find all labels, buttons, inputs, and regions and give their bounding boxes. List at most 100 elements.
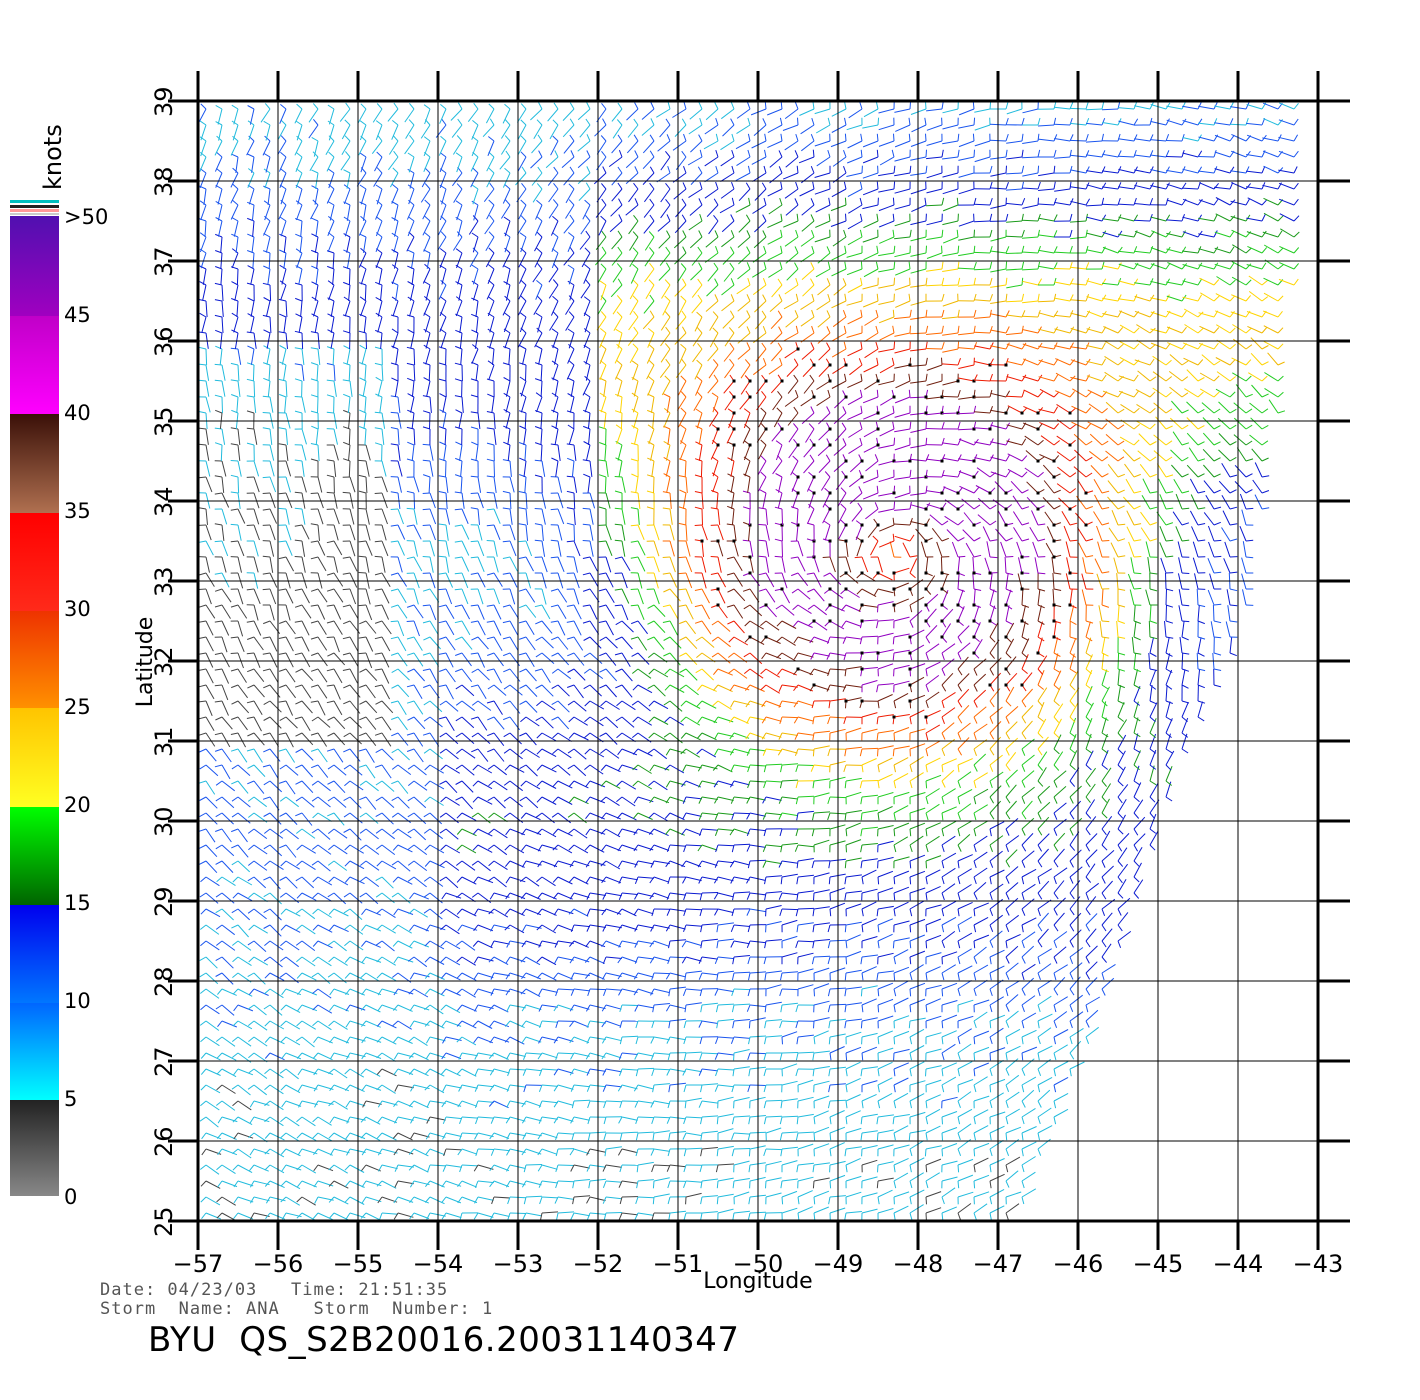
wind-barb	[730, 764, 750, 772]
wind-barb	[361, 956, 382, 964]
wind-barb	[893, 772, 909, 789]
wind-barb	[502, 588, 516, 605]
wind-barb	[342, 508, 355, 525]
wind-barb	[628, 214, 639, 235]
wind-barb	[908, 579, 924, 596]
wind-barb	[358, 330, 367, 350]
wind-barb	[813, 1206, 829, 1221]
wind-barb	[761, 652, 782, 660]
wind-barb	[1069, 717, 1077, 738]
wind-barb	[294, 684, 312, 699]
wind-barb	[537, 1148, 558, 1156]
wind-barb	[1069, 785, 1082, 804]
wind-barb	[343, 345, 351, 365]
wind-barb	[422, 215, 431, 236]
wind-barb	[500, 135, 511, 155]
wind-barb	[700, 1002, 718, 1013]
wind-barb	[665, 972, 686, 980]
wind-barb	[538, 1116, 558, 1124]
wind-barb	[663, 440, 671, 461]
wind-barb	[829, 1110, 845, 1125]
wind-barb	[1021, 181, 1041, 190]
wind-barb	[567, 280, 575, 301]
wind-barb	[1053, 802, 1067, 820]
wind-barb	[582, 556, 598, 572]
wind-barb	[470, 716, 488, 731]
wind-barb	[439, 732, 459, 745]
wind-barb	[793, 667, 814, 676]
wind-barb	[1085, 996, 1101, 1013]
wind-barb	[504, 924, 525, 934]
wind-barb	[294, 652, 311, 668]
wind-barb	[376, 1036, 397, 1045]
wind-barb	[264, 1084, 284, 1095]
wind-barb	[1094, 494, 1110, 510]
wind-barb	[263, 200, 271, 221]
wind-barb	[472, 844, 493, 853]
wind-barb	[791, 472, 800, 492]
wind-barb	[442, 1116, 462, 1124]
wind-barb	[722, 118, 735, 137]
legend-unit: knots	[39, 124, 67, 190]
wind-barb	[720, 133, 735, 151]
wind-barb	[797, 1190, 813, 1205]
wind-barb	[488, 1100, 509, 1109]
wind-barb	[198, 411, 208, 430]
wind-barb	[550, 443, 561, 461]
wind-barb	[295, 764, 313, 778]
wind-barb	[584, 716, 604, 727]
wind-barb	[942, 454, 962, 462]
wind-barb	[894, 133, 911, 148]
wind-barb	[536, 748, 557, 758]
wind-barb	[942, 197, 959, 212]
wind-barb	[1054, 149, 1072, 159]
wind-barb	[456, 876, 477, 885]
wind-barb	[862, 165, 879, 179]
wind-barb	[345, 1052, 366, 1060]
wind-barb	[407, 812, 427, 825]
wind-barb	[1107, 480, 1125, 494]
wind-barb	[646, 506, 655, 526]
wind-barb	[262, 362, 271, 382]
wind-barb	[471, 732, 491, 744]
wind-barb	[647, 441, 655, 461]
wind-barb	[619, 1164, 639, 1173]
wind-barb	[198, 572, 215, 587]
wind-barb	[1134, 198, 1154, 206]
wind-barb	[471, 636, 489, 650]
wind-barb	[925, 1032, 942, 1045]
wind-barb	[1279, 213, 1300, 222]
wind-barb	[262, 652, 278, 668]
wind-barb	[732, 1178, 750, 1189]
wind-barb	[941, 658, 955, 676]
wind-barb	[1279, 262, 1299, 270]
wind-barb	[973, 294, 993, 302]
wind-barb	[1280, 228, 1300, 238]
wind-barb	[198, 828, 216, 843]
wind-barb	[1037, 1107, 1052, 1125]
wind-barb	[784, 341, 800, 359]
wind-barb	[668, 1018, 686, 1029]
wind-barb	[716, 1145, 734, 1157]
wind-barb	[471, 812, 491, 824]
wind-barb	[717, 1096, 734, 1109]
wind-barb	[263, 215, 271, 236]
wind-barb	[692, 327, 703, 347]
wind-barb	[1053, 117, 1073, 126]
wind-barb	[1101, 101, 1121, 111]
wind-barb	[231, 281, 239, 301]
wind-barb	[231, 764, 251, 776]
wind-barb	[438, 135, 447, 156]
wind-barb	[614, 343, 623, 364]
wind-barb	[1231, 357, 1252, 366]
wind-barb	[844, 697, 862, 709]
wind-barb	[359, 152, 367, 173]
wind-barb	[1086, 150, 1106, 158]
wind-barb	[690, 262, 703, 281]
wind-barb	[1165, 669, 1173, 690]
wind-barb	[535, 652, 555, 664]
x-tick-label: −50	[733, 1250, 784, 1278]
wind-barb	[684, 1097, 702, 1109]
wind-barb	[1181, 621, 1189, 641]
wind-barb	[553, 972, 573, 980]
